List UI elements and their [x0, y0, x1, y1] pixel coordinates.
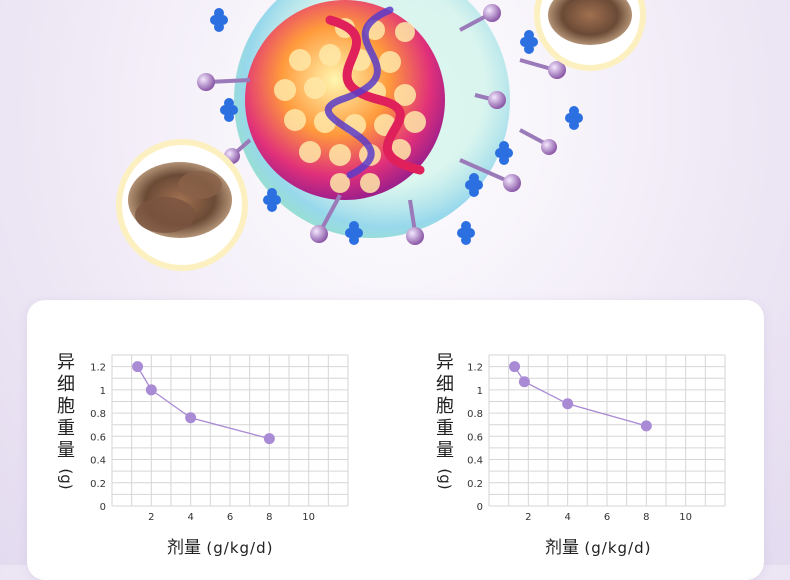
chart-left-ylabel: 异 细 胞 重 量 (g) [55, 352, 77, 490]
data-point [518, 376, 530, 388]
y-tick-label: 0.4 [90, 456, 106, 467]
chart-right-plot: 0 0.2 0.4 0.6 0.8 1 1.2 2 4 6 8 10 [467, 354, 726, 523]
y-tick-label: 0.8 [90, 409, 106, 420]
blue-protein-clusters [210, 8, 583, 245]
y-tick-label: 0.2 [90, 479, 106, 490]
y-tick-label: 0.8 [467, 409, 483, 420]
y-tick-label: 0.6 [467, 432, 483, 443]
virus-illustration [116, 0, 646, 271]
x-tick-label: 6 [227, 512, 233, 523]
dna-helix [325, 15, 425, 175]
y-tick-label: 1 [477, 386, 483, 397]
series-line [514, 366, 647, 427]
xlabel-unit: (g/kg/d) [206, 539, 274, 557]
spike-knobs [207, 12, 556, 233]
data-point [509, 361, 521, 373]
x-tick-label: 8 [266, 512, 272, 523]
x-tick-label: 2 [148, 512, 154, 523]
xlabel-unit: (g/kg/d) [584, 539, 652, 557]
ylabel-char: 胞 [57, 396, 75, 417]
y-tick-label: 1 [100, 386, 106, 397]
x-tick-label: 10 [302, 512, 315, 523]
y-tick-label: 0 [477, 502, 483, 513]
ylabel-char: 细 [436, 374, 454, 395]
y-tick-label: 0.6 [90, 432, 106, 443]
x-tick-label: 10 [679, 512, 692, 523]
data-point [145, 384, 157, 396]
ylabel-char: 胞 [436, 396, 454, 417]
x-tick-label: 4 [564, 512, 570, 523]
data-point [132, 361, 144, 373]
chart-right: 异 细 胞 重 量 (g) 0 0.2 0.4 0.6 0.8 1 1.2 2 4 6 8 10 剂量… [417, 340, 737, 565]
chart-right-ylabel: 异 细 胞 重 量 (g) [434, 352, 456, 490]
mushroom-medallion-left [116, 139, 248, 271]
y-tick-label: 0 [100, 502, 106, 513]
x-tick-label: 2 [525, 512, 531, 523]
x-tick-label: 6 [604, 512, 610, 523]
data-point [185, 412, 197, 424]
xlabel-text: 剂量 [167, 538, 201, 558]
chart-right-xlabel: 剂量 (g/kg/d) [545, 533, 651, 558]
ylabel-char: 重 [57, 418, 75, 439]
data-point [640, 420, 652, 432]
y-tick-label: 0.2 [467, 479, 483, 490]
ylabel-char: 量 [436, 440, 454, 461]
data-point [263, 433, 275, 445]
chart-left-xlabel: 剂量 (g/kg/d) [167, 533, 273, 558]
chart-card [27, 300, 764, 580]
y-tick-label: 1.2 [467, 363, 483, 374]
ylabel-char: 异 [57, 352, 75, 373]
x-tick-label: 4 [187, 512, 193, 523]
chart-left-plot: 0 0.2 0.4 0.6 0.8 1 1.2 2 4 6 8 10 [90, 354, 349, 523]
ylabel-char: 重 [436, 418, 454, 439]
ylabel-char: 量 [57, 440, 75, 461]
y-tick-label: 1.2 [90, 363, 106, 374]
dna-helix-strand [324, 6, 394, 179]
ylabel-char: 细 [57, 374, 75, 395]
data-point [562, 398, 574, 410]
y-tick-label: 0.4 [467, 456, 483, 467]
chart-left: 异 细 胞 重 量 (g) 0 0.2 0.4 0.6 0.8 1 1.2 2 4 6 8 10 剂量… [40, 340, 360, 565]
xlabel-text: 剂量 [545, 538, 579, 558]
mushroom-medallion-right [534, 0, 646, 71]
series-line [137, 366, 270, 440]
x-tick-label: 8 [643, 512, 649, 523]
ylabel-char: 异 [436, 352, 454, 373]
